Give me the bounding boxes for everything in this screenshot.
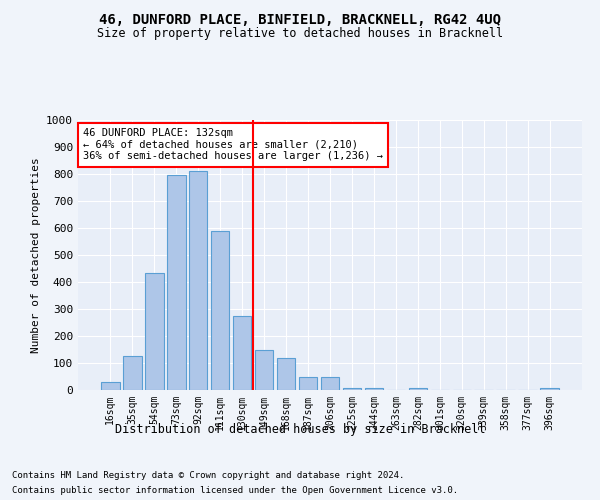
Text: Size of property relative to detached houses in Bracknell: Size of property relative to detached ho… bbox=[97, 28, 503, 40]
Bar bbox=[320, 376, 340, 390]
Bar bbox=[365, 388, 383, 390]
Bar bbox=[101, 382, 119, 390]
Text: Contains HM Land Registry data © Crown copyright and database right 2024.: Contains HM Land Registry data © Crown c… bbox=[12, 471, 404, 480]
Bar bbox=[409, 388, 427, 390]
Bar bbox=[277, 358, 295, 390]
Y-axis label: Number of detached properties: Number of detached properties bbox=[31, 157, 41, 353]
Text: Contains public sector information licensed under the Open Government Licence v3: Contains public sector information licen… bbox=[12, 486, 458, 495]
Bar bbox=[299, 376, 317, 390]
Bar bbox=[343, 388, 361, 390]
Bar bbox=[167, 176, 185, 390]
Text: Distribution of detached houses by size in Bracknell: Distribution of detached houses by size … bbox=[115, 422, 485, 436]
Bar bbox=[189, 172, 208, 390]
Bar bbox=[541, 388, 559, 390]
Bar bbox=[145, 272, 164, 390]
Text: 46 DUNFORD PLACE: 132sqm
← 64% of detached houses are smaller (2,210)
36% of sem: 46 DUNFORD PLACE: 132sqm ← 64% of detach… bbox=[83, 128, 383, 162]
Bar bbox=[233, 316, 251, 390]
Text: 46, DUNFORD PLACE, BINFIELD, BRACKNELL, RG42 4UQ: 46, DUNFORD PLACE, BINFIELD, BRACKNELL, … bbox=[99, 12, 501, 26]
Bar bbox=[211, 230, 229, 390]
Bar bbox=[255, 350, 274, 390]
Bar bbox=[123, 356, 142, 390]
